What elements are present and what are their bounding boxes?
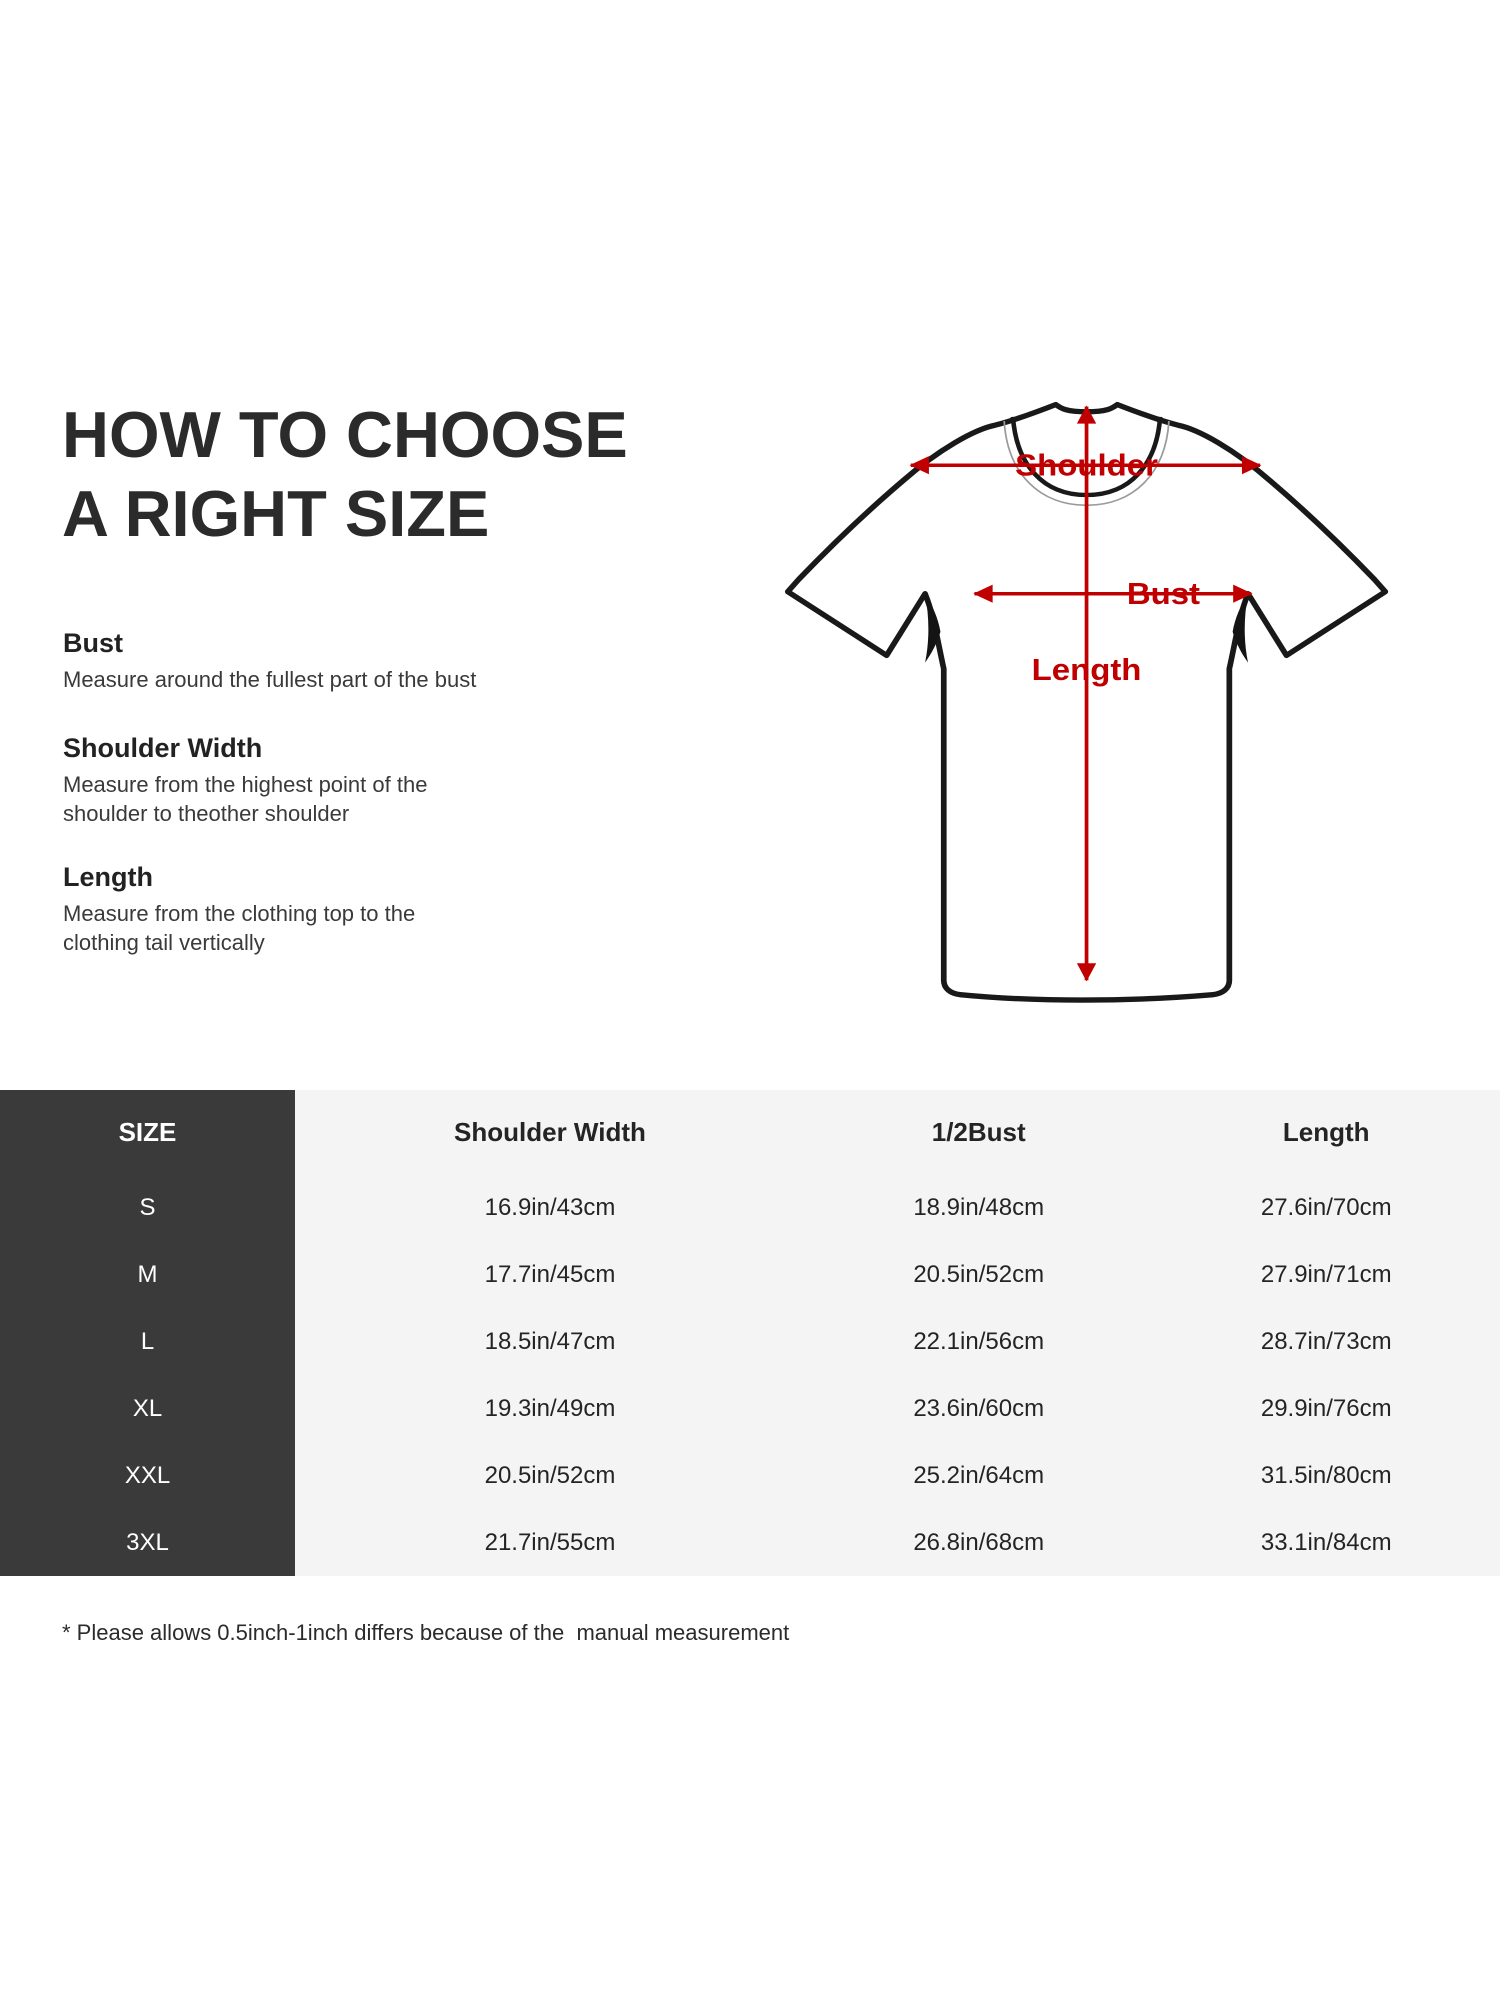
svg-text:Length: Length: [1032, 652, 1142, 687]
svg-text:Bust: Bust: [1127, 576, 1201, 611]
svg-text:Shoulder: Shoulder: [1015, 447, 1158, 482]
